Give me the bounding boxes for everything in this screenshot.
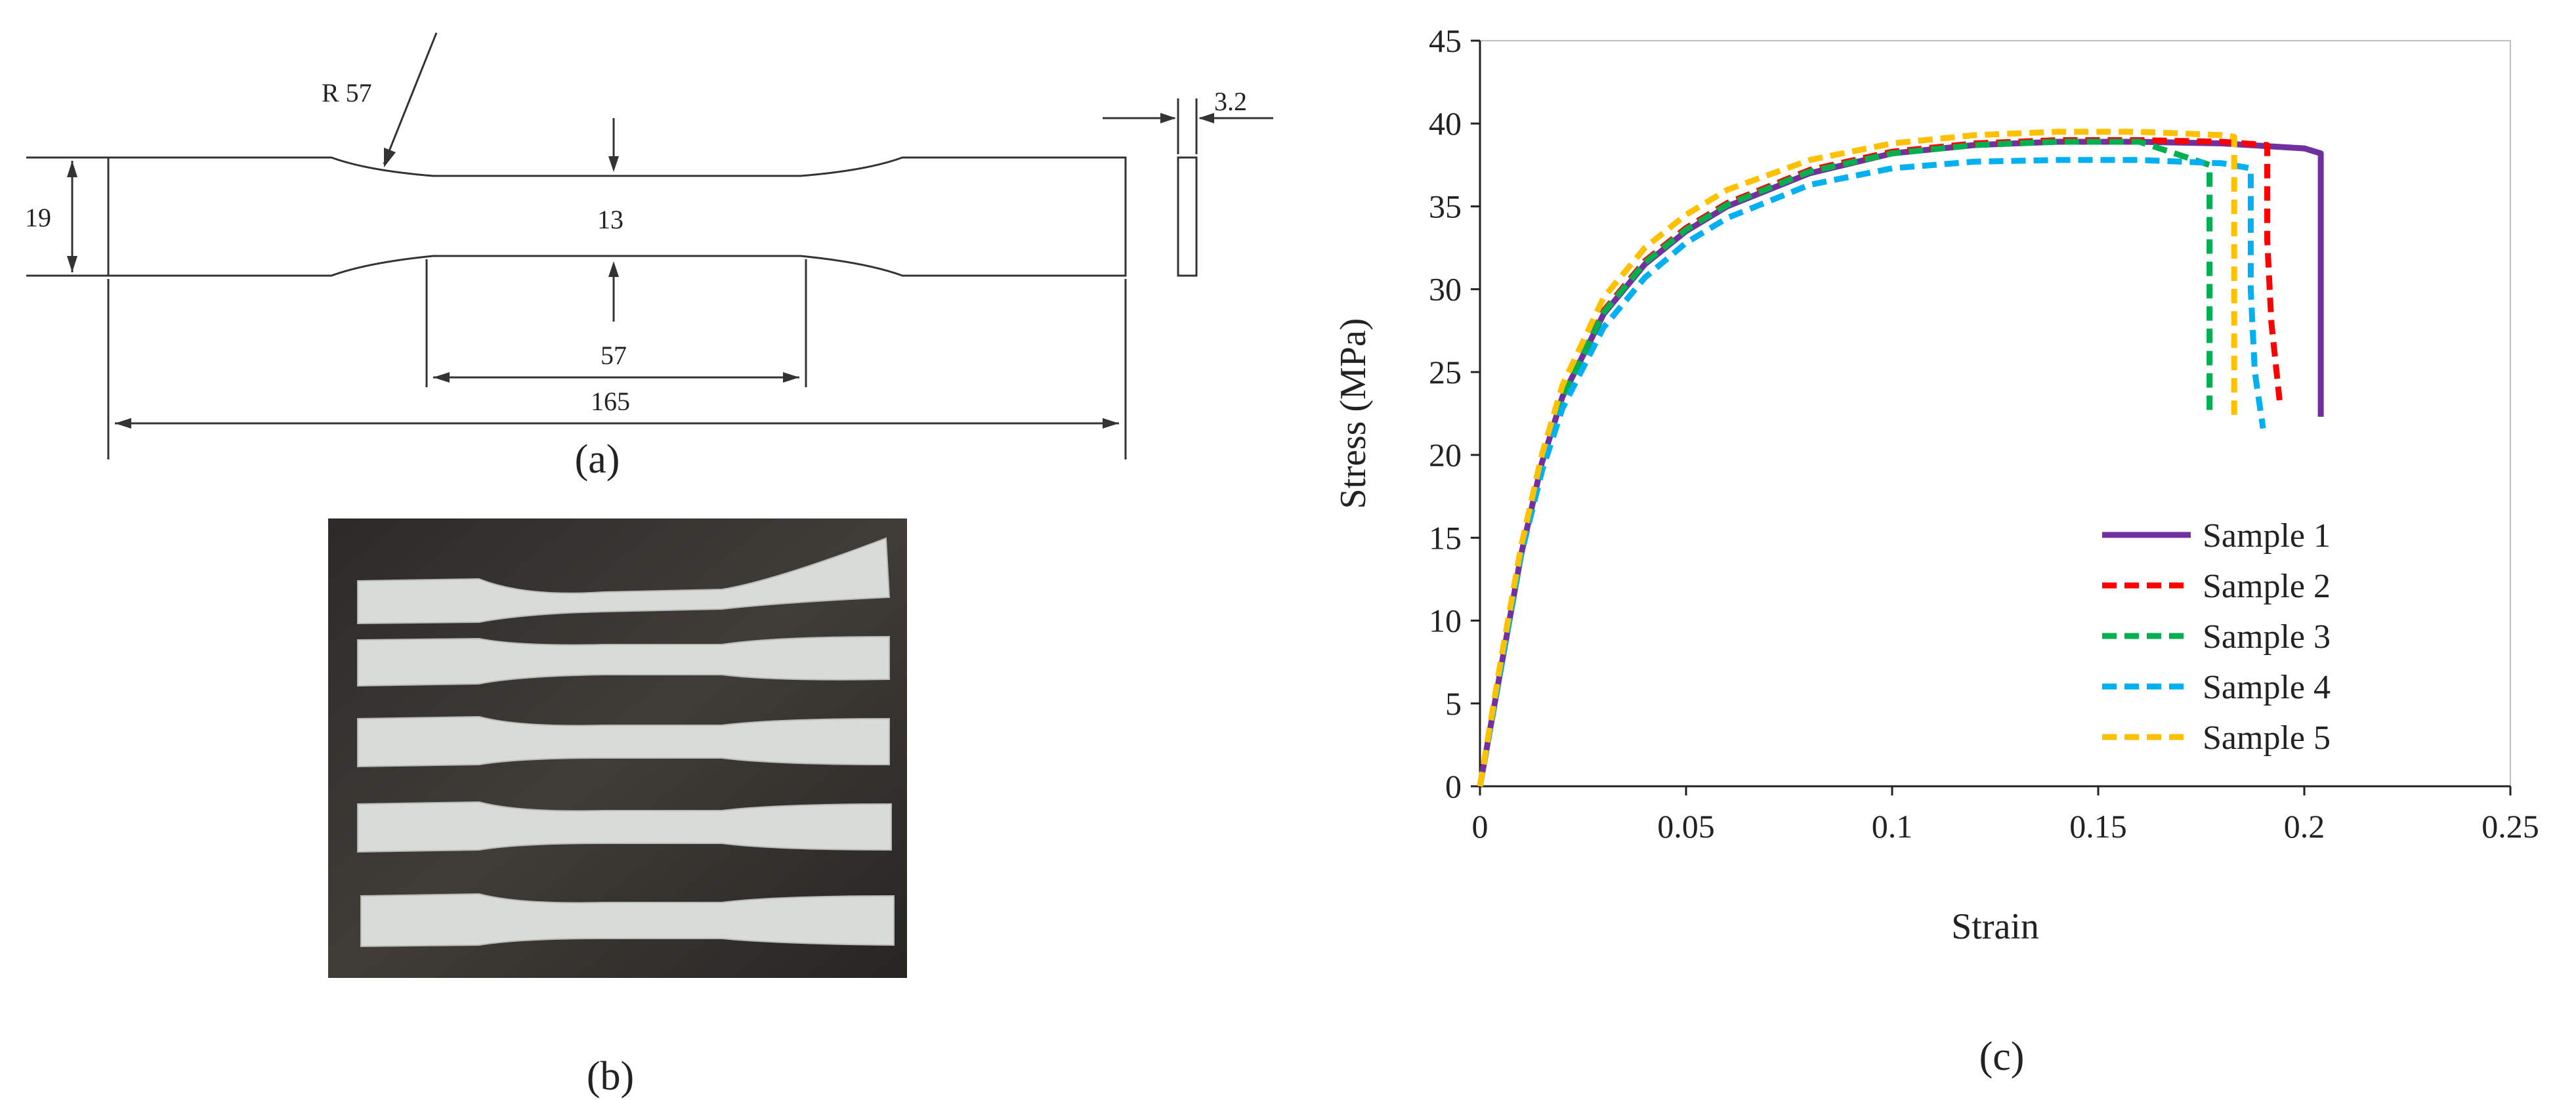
x-tick-label: 0.1 bbox=[1872, 808, 1913, 845]
side-view bbox=[1177, 156, 1198, 277]
dim-width: 19 bbox=[25, 203, 51, 232]
x-tick-label: 0.2 bbox=[2284, 808, 2325, 845]
y-tick-label: 25 bbox=[1429, 354, 1462, 391]
y-tick-label: 20 bbox=[1429, 436, 1462, 473]
y-tick-label: 0 bbox=[1445, 768, 1462, 805]
legend-label-2: Sample 2 bbox=[2203, 568, 2331, 605]
dim-total-length: 165 bbox=[591, 387, 630, 416]
y-tick-label: 45 bbox=[1429, 22, 1462, 59]
series-line-5 bbox=[1477, 129, 2237, 787]
y-tick-label: 10 bbox=[1429, 603, 1462, 639]
y-tick-label: 35 bbox=[1429, 188, 1462, 224]
specimen-photo-3 bbox=[357, 715, 890, 768]
legend-label-5: Sample 5 bbox=[2203, 719, 2331, 757]
y-tick-label: 5 bbox=[1445, 685, 1462, 722]
y-tick-label: 15 bbox=[1429, 519, 1462, 556]
series-line-1 bbox=[1477, 138, 2324, 787]
legend-label-1: Sample 1 bbox=[2203, 517, 2331, 555]
y-axis-label: Stress (MPa) bbox=[1333, 318, 1374, 509]
x-tick-label: 0.25 bbox=[2481, 808, 2539, 845]
specimen-drawing: R 57 19 13 57 165 3.2 bbox=[25, 32, 1273, 459]
dim-gauge-width: 13 bbox=[597, 205, 623, 234]
specimen-photo-1 bbox=[357, 537, 891, 625]
specimen-photo bbox=[328, 518, 907, 978]
caption-b: (b) bbox=[586, 1054, 635, 1099]
specimen-outline bbox=[107, 156, 1127, 277]
panel-b: (b) bbox=[328, 518, 907, 1099]
stress-strain-chart: 0 5 10 15 20 25 30 35 40 45 0 0.05 0.1 0.15 0.2 0.25 Str… bbox=[1333, 22, 2539, 947]
specimen-photo-5 bbox=[360, 893, 895, 948]
legend-label-4: Sample 4 bbox=[2203, 669, 2331, 706]
caption-c: (c) bbox=[1979, 1034, 2025, 1079]
series-line-3 bbox=[1477, 138, 2213, 787]
x-axis-label: Strain bbox=[1951, 906, 2039, 947]
dim-radius: R 57 bbox=[322, 78, 372, 108]
x-tick-label: 0 bbox=[1472, 808, 1489, 845]
dim-thickness: 3.2 bbox=[1214, 87, 1247, 116]
legend-label-3: Sample 3 bbox=[2203, 618, 2331, 656]
y-tick-label: 40 bbox=[1429, 105, 1462, 142]
panel-c: 0 5 10 15 20 25 30 35 40 45 0 0.05 0.1 0.15 0.2 0.25 Str… bbox=[1273, 0, 2576, 1099]
plot-area bbox=[1479, 40, 2511, 787]
caption-a: (a) bbox=[574, 437, 620, 482]
x-tick-label: 0.15 bbox=[2069, 808, 2127, 845]
dim-gauge-length: 57 bbox=[601, 341, 627, 370]
y-tick-label: 30 bbox=[1429, 271, 1462, 308]
x-tick-label: 0.05 bbox=[1657, 808, 1715, 845]
specimen-photo-2 bbox=[357, 635, 890, 687]
series-line-4 bbox=[1477, 157, 2266, 787]
specimen-photo-4 bbox=[357, 801, 892, 853]
panel-a: R 57 19 13 57 165 3.2 (a) bbox=[0, 0, 1273, 499]
